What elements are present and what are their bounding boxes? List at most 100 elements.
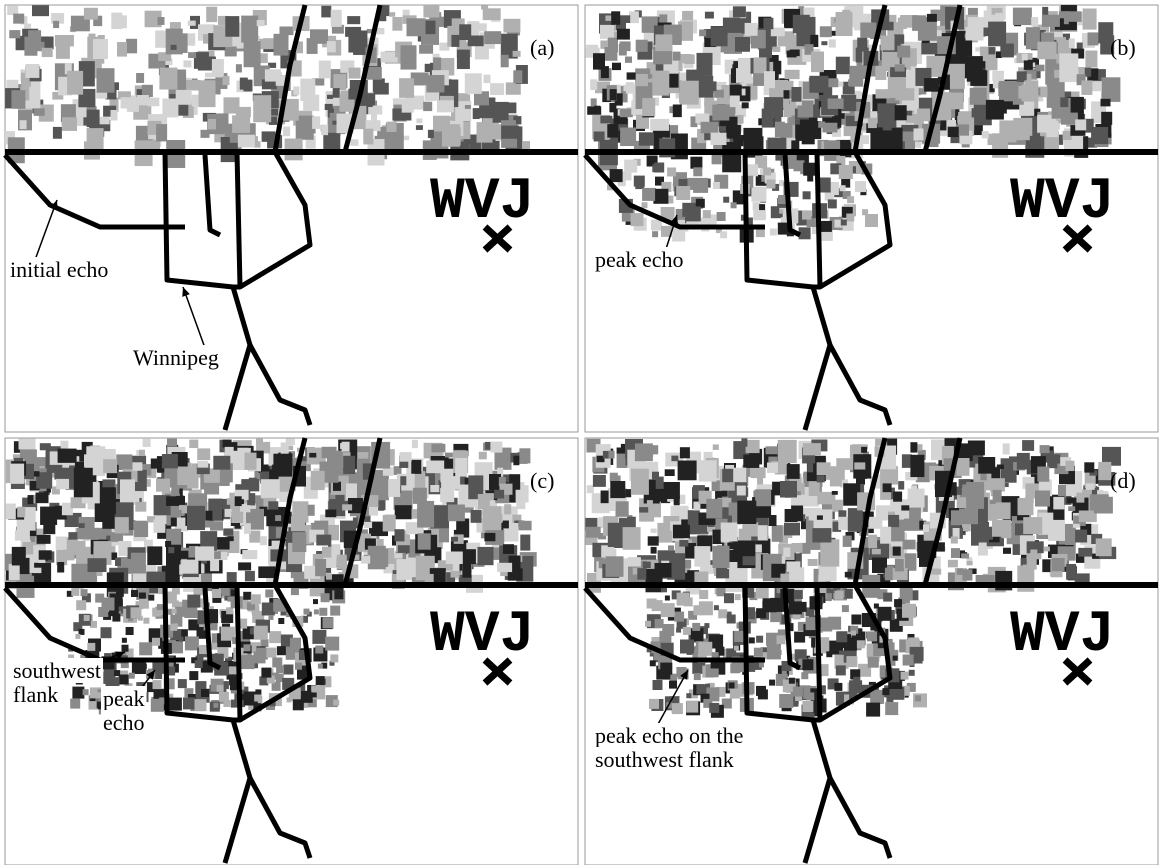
echo-cell [901,505,909,510]
echo-cell [968,441,985,456]
echo-cell [187,506,205,530]
echo-cell [136,73,144,83]
echo-cell [212,589,221,598]
echo-cell [893,492,902,502]
echo-cell [917,109,930,122]
echo-cell [117,42,127,57]
echo-cell [141,664,147,670]
echo-cell [755,489,771,506]
echo-cell [411,460,421,474]
echo-cell [875,66,886,80]
echo-cell [888,515,899,527]
echo-cell [148,595,154,601]
echo-cell [412,440,418,448]
echo-cell [901,672,909,680]
echo-cell [162,454,178,468]
echo-cell [371,113,377,120]
echo-cell [316,676,325,685]
echo-cell [363,129,373,145]
echo-cell [1066,564,1076,580]
echo-cell [857,640,865,648]
echo-cell [55,35,74,46]
echo-cell [203,81,213,90]
echo-cell [651,220,662,231]
echo-cell [158,17,165,25]
echo-cell [416,119,422,124]
echo-cell [24,37,37,56]
echo-cell [485,523,491,530]
echo-cell [416,125,423,130]
echo-cell [737,486,746,496]
echo-cell [830,479,842,487]
echo-cell [894,599,902,607]
echo-cell [395,505,412,519]
echo-cell [766,180,775,189]
echo-cell [236,64,242,72]
echo-cell [990,478,1005,491]
echo-cell [283,665,293,675]
echo-cell [101,627,112,638]
echo-cell [119,675,129,685]
echo-cell [398,545,410,553]
echo-cell [981,475,987,480]
echo-cell [639,507,648,512]
echo-cell [1094,497,1113,514]
echo-cell [803,163,816,176]
echo-cell [457,50,470,69]
echo-cell [259,39,275,49]
echo-cell [134,521,148,537]
echo-cell [608,38,618,53]
echo-cell [1075,119,1086,130]
echo-cell [854,462,865,469]
echo-cell [122,645,129,652]
echo-cell [647,500,653,505]
echo-cell [706,499,722,519]
echo-cell [309,453,316,458]
echo-cell [287,697,292,702]
echo-cell [483,8,501,20]
echo-cell [1024,80,1038,101]
echo-cell [226,607,233,614]
echo-cell [623,85,629,92]
echo-cell [254,626,268,640]
echo-cell [513,70,522,83]
echo-cell [652,71,669,96]
echo-cell [76,600,86,610]
echo-cell [206,7,217,22]
echo-cell [419,45,433,54]
echo-cell [312,116,320,129]
echo-cell [115,517,129,533]
echo-cell [418,533,431,549]
echo-cell [291,572,299,578]
echo-cell [139,450,145,456]
echo-cell [969,463,975,468]
echo-cell [861,447,867,453]
echo-cell [184,80,201,90]
echo-cell [865,214,878,227]
panel-label: (c) [530,468,554,493]
echo-cell [426,75,444,92]
echo-cell [1035,491,1050,507]
echo-cell [645,621,651,627]
echo-cell [276,665,284,673]
echo-cell [637,568,646,580]
annotation-text: Winnipeg [133,345,219,370]
echo-cell [784,523,800,536]
echo-cell [228,536,234,541]
echo-cell [787,464,800,479]
station-code: WVJ [430,170,534,235]
echo-cell [223,76,230,85]
echo-cell [1058,485,1066,497]
echo-cell [219,692,229,702]
echo-cell [403,10,410,16]
echo-cell [832,491,838,495]
echo-cell [610,169,623,182]
echo-cell [721,523,738,542]
echo-cell [692,623,700,631]
echo-cell [213,456,230,470]
echo-cell [835,591,844,600]
echo-cell [989,47,996,54]
echo-cell [711,133,727,145]
annotation-text: peak [103,686,145,711]
echo-cell [651,529,657,533]
